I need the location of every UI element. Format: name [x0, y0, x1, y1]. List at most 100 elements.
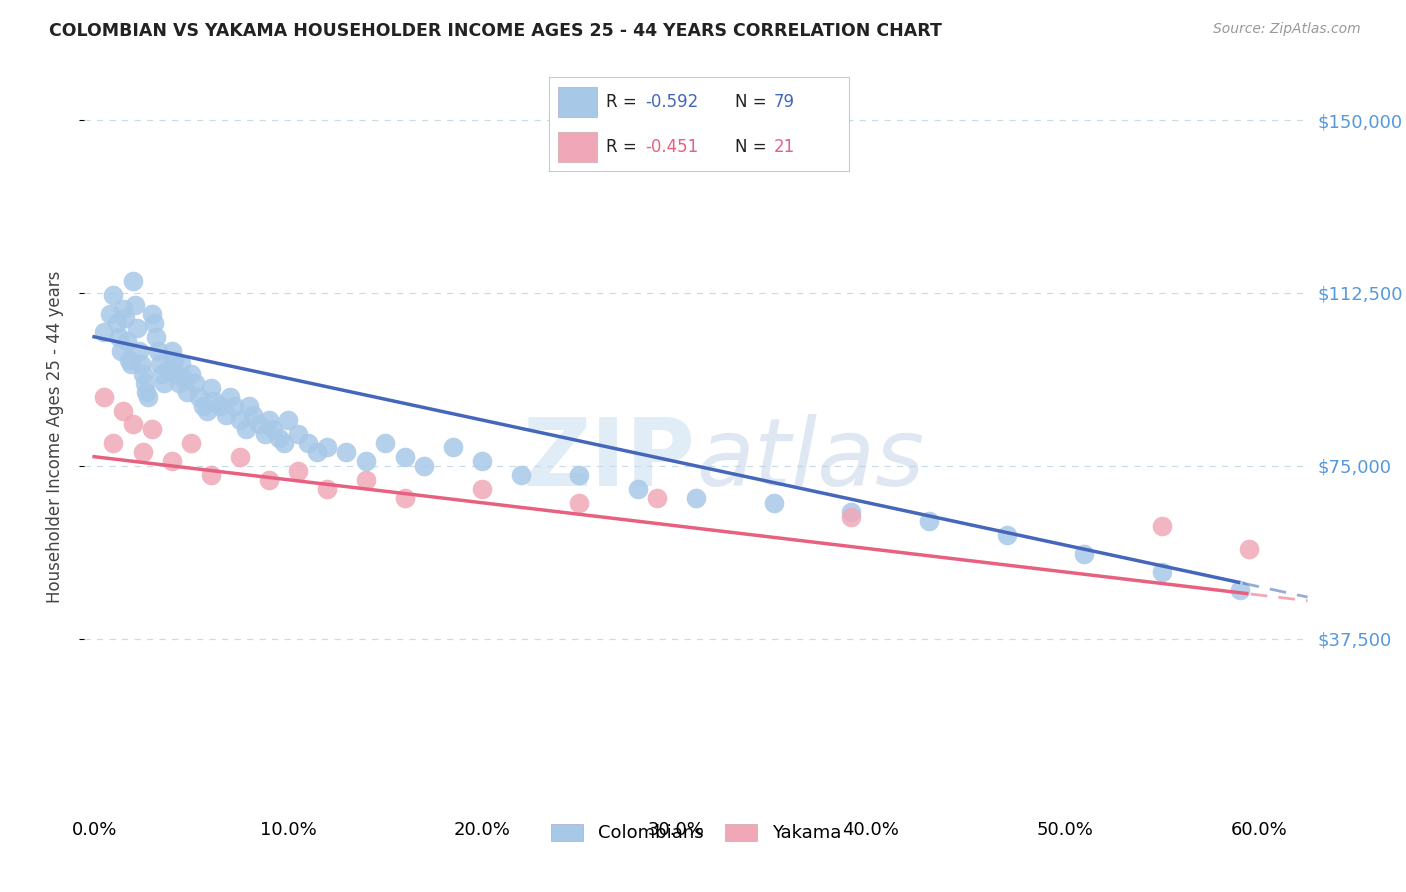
Text: COLOMBIAN VS YAKAMA HOUSEHOLDER INCOME AGES 25 - 44 YEARS CORRELATION CHART: COLOMBIAN VS YAKAMA HOUSEHOLDER INCOME A…	[49, 22, 942, 40]
Point	[200, 380, 222, 394]
Point	[568, 468, 591, 483]
Point	[238, 399, 260, 413]
Point	[253, 426, 276, 441]
Point	[354, 473, 377, 487]
Point	[277, 413, 299, 427]
Point	[242, 408, 264, 422]
Point	[316, 482, 339, 496]
Point	[145, 330, 167, 344]
Legend: Colombians, Yakama: Colombians, Yakama	[541, 814, 851, 851]
Point	[394, 450, 416, 464]
Point	[149, 358, 172, 372]
Point	[122, 275, 145, 289]
Point	[187, 390, 209, 404]
Point	[128, 343, 150, 358]
Point	[135, 385, 157, 400]
Point	[118, 352, 141, 367]
Point	[1073, 547, 1095, 561]
Point	[141, 307, 163, 321]
Point	[307, 445, 329, 459]
Point	[1229, 583, 1251, 598]
Point	[124, 297, 146, 311]
Point	[141, 422, 163, 436]
Point	[115, 334, 138, 349]
Point	[98, 307, 121, 321]
Point	[1150, 565, 1173, 579]
Point	[163, 352, 186, 367]
Point	[108, 330, 131, 344]
Point	[103, 288, 125, 302]
Point	[257, 473, 280, 487]
Point	[228, 450, 250, 464]
Point	[129, 358, 152, 372]
Point	[156, 362, 179, 376]
Point	[394, 491, 416, 505]
Text: ZIP: ZIP	[523, 414, 696, 506]
Point	[93, 390, 115, 404]
Point	[200, 468, 222, 483]
Point	[273, 435, 295, 450]
Point	[131, 445, 153, 459]
Point	[471, 454, 494, 468]
Point	[120, 358, 142, 372]
Point	[685, 491, 707, 505]
Point	[262, 422, 284, 436]
Point	[160, 454, 183, 468]
Point	[169, 376, 191, 390]
Point	[316, 441, 339, 455]
Point	[257, 413, 280, 427]
Point	[441, 441, 464, 455]
Point	[1239, 541, 1261, 556]
Point	[114, 311, 136, 326]
Text: Source: ZipAtlas.com: Source: ZipAtlas.com	[1213, 22, 1361, 37]
Point	[125, 320, 148, 334]
Point	[228, 413, 250, 427]
Point	[627, 482, 650, 496]
Point	[122, 417, 145, 432]
Point	[134, 376, 156, 390]
Point	[110, 343, 132, 358]
Point	[568, 496, 591, 510]
Point	[297, 435, 319, 450]
Point	[471, 482, 494, 496]
Point	[131, 367, 153, 381]
Point	[112, 403, 135, 417]
Point	[146, 343, 169, 358]
Point	[839, 505, 862, 519]
Point	[995, 528, 1018, 542]
Point	[215, 408, 238, 422]
Point	[165, 367, 187, 381]
Point	[153, 376, 176, 390]
Point	[204, 394, 226, 409]
Y-axis label: Householder Income Ages 25 - 44 years: Householder Income Ages 25 - 44 years	[45, 271, 63, 603]
Point	[235, 422, 257, 436]
Point	[172, 371, 194, 385]
Point	[335, 445, 357, 459]
Point	[138, 390, 160, 404]
Point	[180, 367, 202, 381]
Text: atlas: atlas	[696, 414, 924, 505]
Point	[176, 385, 198, 400]
Point	[645, 491, 668, 505]
Point	[918, 514, 941, 528]
Point	[160, 343, 183, 358]
Point	[150, 367, 173, 381]
Point	[103, 435, 125, 450]
Point	[354, 454, 377, 468]
Point	[180, 435, 202, 450]
Point	[374, 435, 396, 450]
Point	[184, 376, 207, 390]
Point	[143, 316, 166, 330]
Point	[413, 458, 436, 473]
Point	[222, 399, 245, 413]
Point	[287, 463, 309, 477]
Point	[247, 417, 270, 432]
Point	[839, 509, 862, 524]
Point	[762, 496, 785, 510]
Point	[1150, 519, 1173, 533]
Point	[112, 302, 135, 317]
Point	[170, 358, 193, 372]
Point	[191, 399, 214, 413]
Point	[510, 468, 533, 483]
Point	[105, 316, 128, 330]
